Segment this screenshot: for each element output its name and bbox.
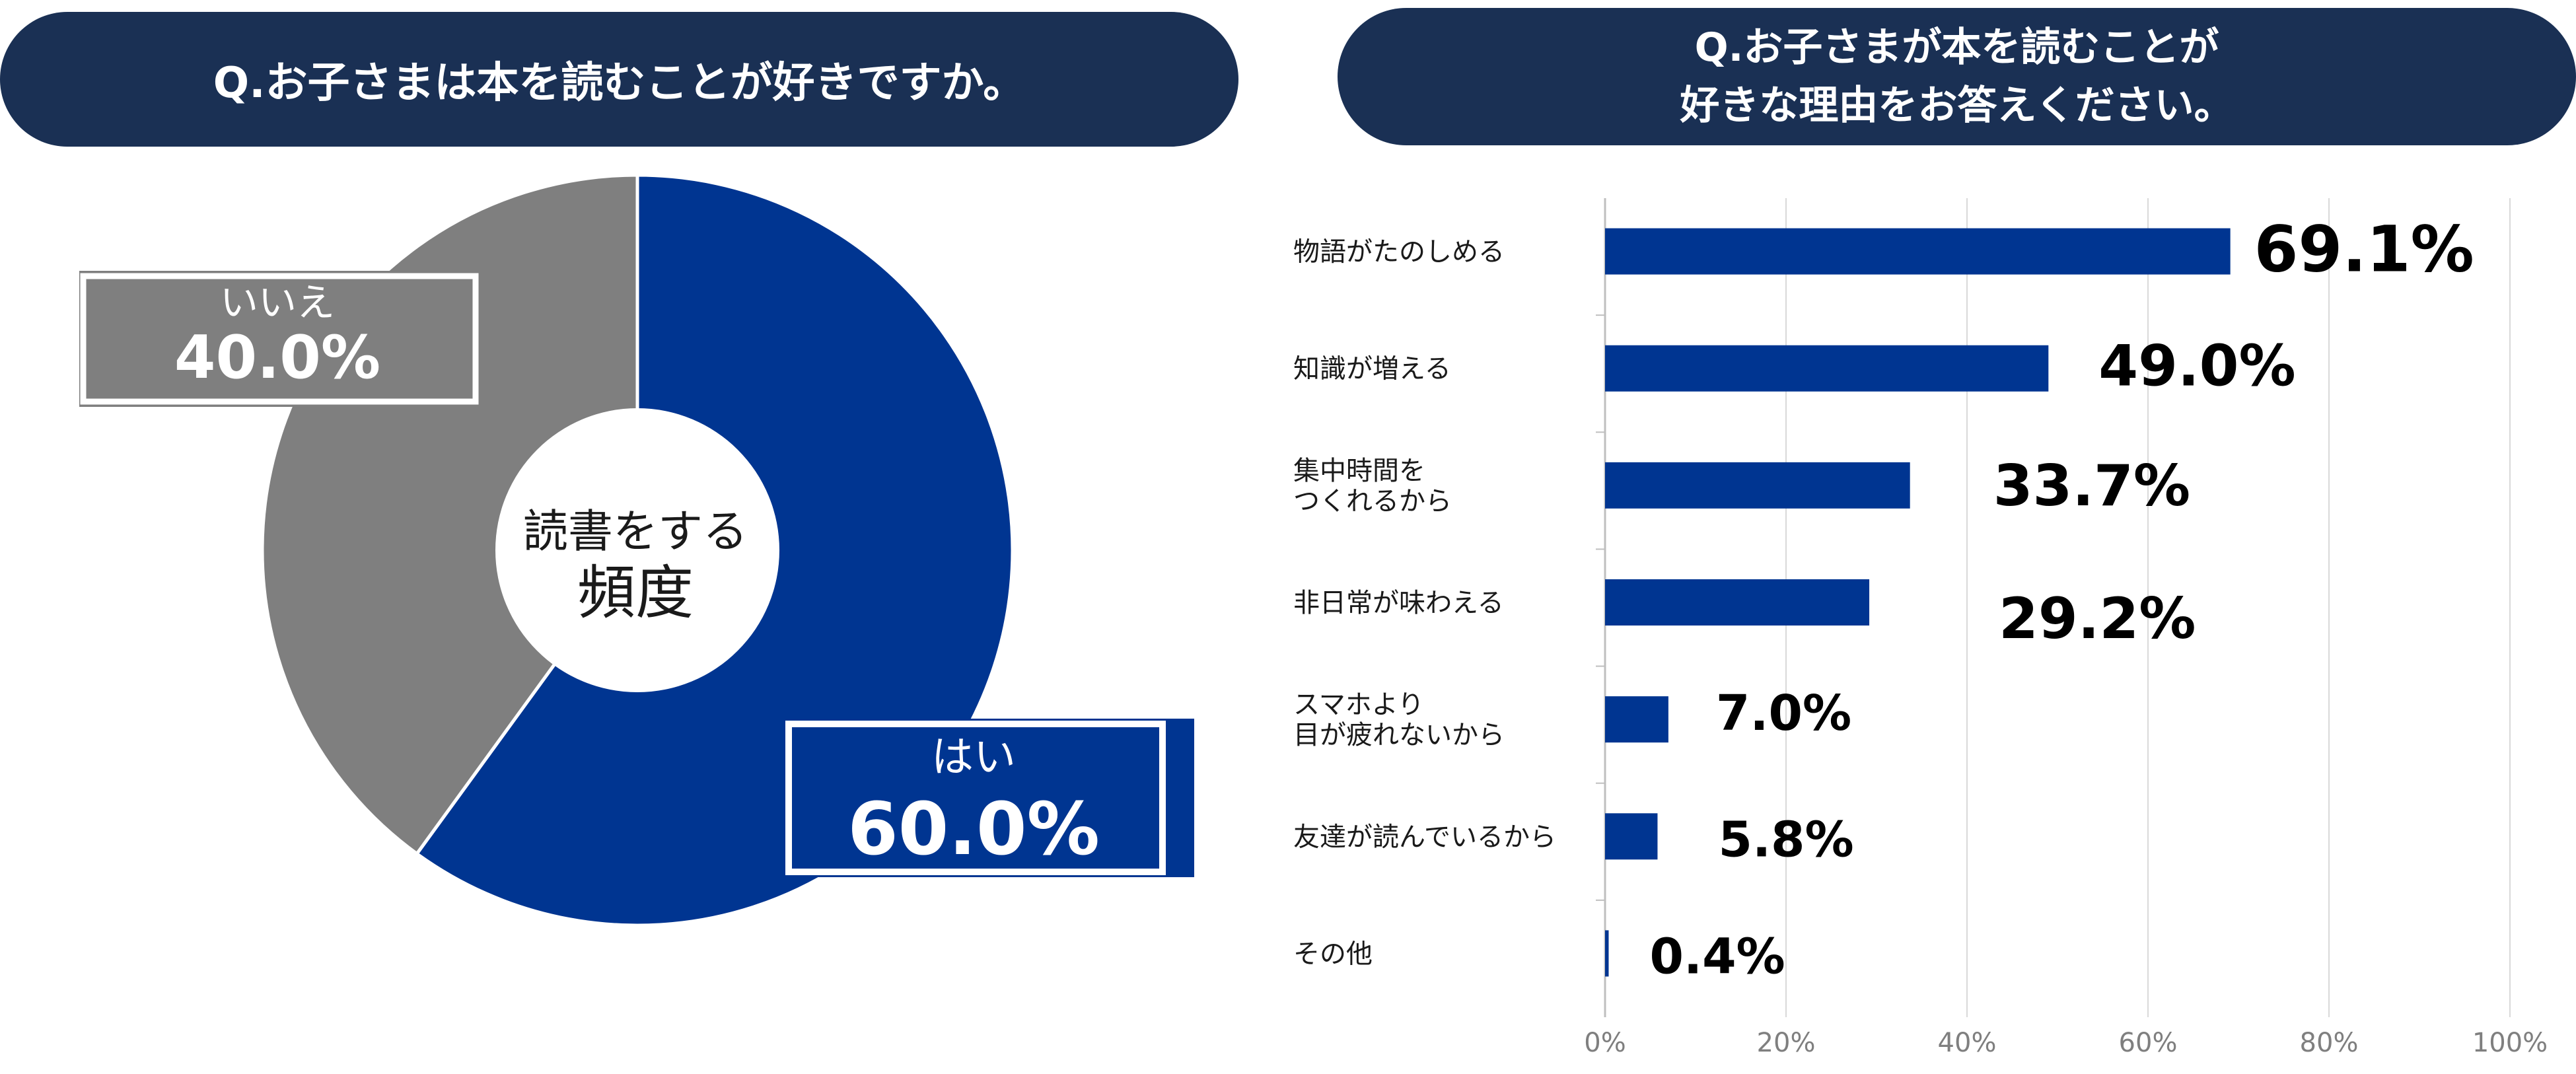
donut-center-label-line2: 頻度 xyxy=(577,559,694,627)
pie-question-header: Q.お子さまは本を読むことが好きですか。 xyxy=(0,12,1238,147)
bar-question-header: Q.お子さまが本を読むことが 好きな理由をお答えください。 xyxy=(1338,8,2576,145)
bar-5 xyxy=(1605,813,1658,860)
bar-1 xyxy=(1605,345,2049,392)
category-label: 目が疲れないから xyxy=(1293,720,1505,750)
bar-4 xyxy=(1605,696,1668,743)
value-label: 5.8% xyxy=(1718,811,1853,868)
value-label: 0.4% xyxy=(1649,928,1785,985)
value-label: 33.7% xyxy=(1993,453,2190,519)
slice-value-label: 40.0% xyxy=(174,323,380,392)
category-label: その他 xyxy=(1293,939,1373,969)
pie-question-title: Q.お子さまは本を読むことが好きですか。 xyxy=(213,59,1026,108)
category-label: つくれるから xyxy=(1293,486,1452,517)
bar-question-title-line1: Q.お子さまが本を読むことが xyxy=(1694,24,2219,71)
bar-6 xyxy=(1605,930,1609,977)
bar-3 xyxy=(1605,579,1870,626)
x-tick-label: 20% xyxy=(1757,1028,1816,1058)
slice-category-label: はい xyxy=(931,733,1016,782)
value-label: 29.2% xyxy=(1999,586,2196,652)
category-label: 知識が増える xyxy=(1293,354,1451,384)
x-tick-label: 60% xyxy=(2119,1028,2178,1058)
value-label: 69.1% xyxy=(2254,213,2474,287)
x-tick-label: 80% xyxy=(2300,1028,2359,1058)
donut-hole xyxy=(495,408,779,692)
x-tick-label: 0% xyxy=(1584,1028,1626,1058)
slice-callout-yes: はい 60.0% xyxy=(785,719,1194,877)
slice-value-label: 60.0% xyxy=(847,787,1100,871)
x-tick-label: 40% xyxy=(1938,1028,1997,1058)
value-label: 49.0% xyxy=(2098,334,2295,400)
donut-center-label-line1: 読書をする xyxy=(523,506,748,558)
x-tick-label: 100% xyxy=(2472,1028,2548,1058)
value-label: 7.0% xyxy=(1716,685,1851,742)
bar-0 xyxy=(1605,228,2231,275)
category-label: 集中時間を xyxy=(1293,456,1425,486)
category-label: 非日常が味わえる xyxy=(1293,588,1504,618)
bar-question-title-line2: 好きな理由をお答えください。 xyxy=(1680,83,2234,129)
category-label: 友達が読んでいるから xyxy=(1293,822,1556,852)
slice-category-label: いいえ xyxy=(220,280,335,325)
category-label: 物語がたのしめる xyxy=(1293,237,1505,268)
category-label: スマホより xyxy=(1293,690,1424,720)
bar-2 xyxy=(1605,462,1910,509)
